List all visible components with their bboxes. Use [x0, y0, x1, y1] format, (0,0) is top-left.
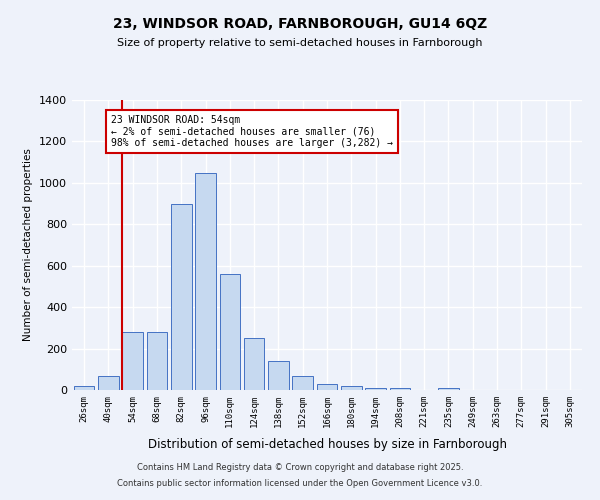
Text: Contains public sector information licensed under the Open Government Licence v3: Contains public sector information licen…	[118, 478, 482, 488]
Bar	[341, 386, 362, 390]
Text: Contains HM Land Registry data © Crown copyright and database right 2025.: Contains HM Land Registry data © Crown c…	[137, 464, 463, 472]
Bar	[317, 384, 337, 390]
Bar	[365, 388, 386, 390]
Bar	[146, 332, 167, 390]
Bar	[171, 204, 191, 390]
Text: Size of property relative to semi-detached houses in Farnborough: Size of property relative to semi-detach…	[117, 38, 483, 48]
Bar	[195, 172, 216, 390]
Y-axis label: Number of semi-detached properties: Number of semi-detached properties	[23, 148, 34, 342]
Bar	[220, 274, 240, 390]
X-axis label: Distribution of semi-detached houses by size in Farnborough: Distribution of semi-detached houses by …	[148, 438, 506, 451]
Bar	[268, 361, 289, 390]
Bar	[122, 332, 143, 390]
Bar	[244, 338, 265, 390]
Text: 23, WINDSOR ROAD, FARNBOROUGH, GU14 6QZ: 23, WINDSOR ROAD, FARNBOROUGH, GU14 6QZ	[113, 18, 487, 32]
Text: 23 WINDSOR ROAD: 54sqm
← 2% of semi-detached houses are smaller (76)
98% of semi: 23 WINDSOR ROAD: 54sqm ← 2% of semi-deta…	[111, 114, 393, 148]
Bar	[292, 376, 313, 390]
Bar	[438, 388, 459, 390]
Bar	[98, 376, 119, 390]
Bar	[389, 388, 410, 390]
Bar	[74, 386, 94, 390]
